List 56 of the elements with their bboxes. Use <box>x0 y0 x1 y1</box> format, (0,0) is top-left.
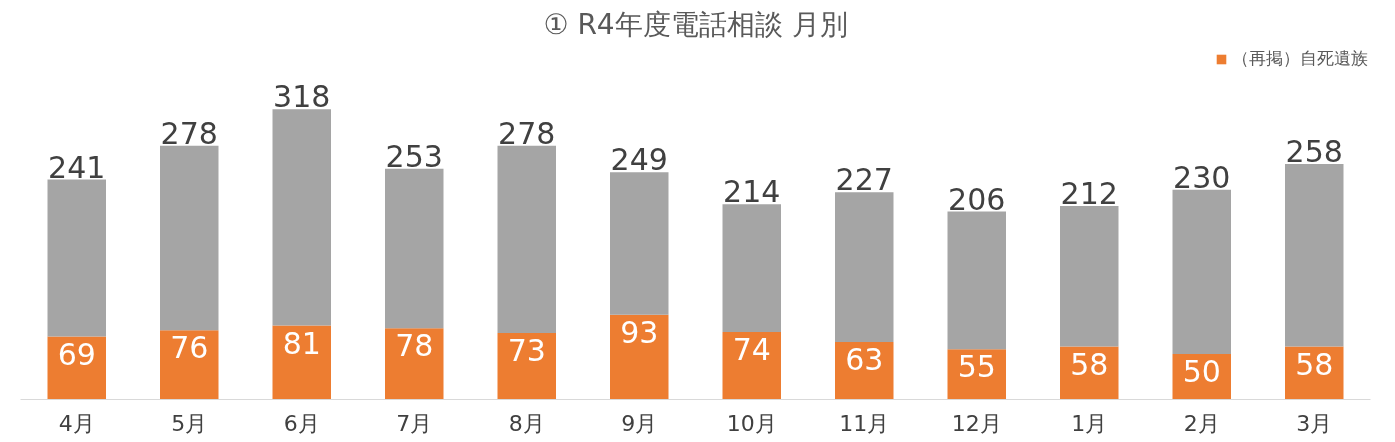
total-label: 278 <box>498 115 556 151</box>
bar <box>1060 206 1119 347</box>
total-label: 212 <box>1060 176 1118 212</box>
x-tick-label: 3月 <box>1296 410 1333 436</box>
bar <box>497 145 556 333</box>
x-tick-label: 11月 <box>839 410 890 436</box>
bar <box>610 172 669 315</box>
data-label: 81 <box>282 325 321 361</box>
bar <box>385 168 444 329</box>
total-label: 258 <box>1285 134 1343 170</box>
bar <box>610 314 669 400</box>
chart-title: ① R4年度電話相談 月別 <box>543 7 848 41</box>
bar <box>272 325 331 400</box>
total-label: 318 <box>273 79 331 115</box>
total-label: 241 <box>48 149 106 185</box>
x-tick-label: 8月 <box>508 410 545 436</box>
data-label: 69 <box>57 336 96 372</box>
bar <box>160 145 219 331</box>
data-label: 74 <box>732 331 771 367</box>
bar <box>160 330 219 400</box>
total-label: 249 <box>610 142 668 178</box>
bar <box>385 328 444 400</box>
x-tick-label: 9月 <box>621 410 658 436</box>
bar <box>1172 189 1231 354</box>
data-label: 93 <box>620 314 659 350</box>
data-label: 63 <box>845 342 884 378</box>
x-tick-label: 5月 <box>171 410 208 436</box>
bar <box>47 179 106 337</box>
bar <box>272 109 331 326</box>
data-label: 58 <box>1070 346 1109 382</box>
x-tick-label: 6月 <box>283 410 320 436</box>
bar <box>835 192 894 343</box>
x-tick-label: 2月 <box>1183 410 1220 436</box>
x-tick-label: 12月 <box>951 410 1002 436</box>
bar <box>722 204 781 332</box>
total-label: 214 <box>723 174 781 210</box>
total-label: 253 <box>385 138 443 174</box>
bar <box>497 332 556 400</box>
bar <box>722 331 781 400</box>
total-label: 230 <box>1173 159 1231 195</box>
x-tick-label: 7月 <box>396 410 433 436</box>
x-tick-label: 10月 <box>726 410 777 436</box>
data-label: 55 <box>957 349 996 385</box>
data-label: 73 <box>507 332 546 368</box>
legend-label: （再掲）自死遺族 <box>1232 47 1368 70</box>
bar <box>1285 164 1344 347</box>
data-label: 58 <box>1295 346 1334 382</box>
x-tick-label: 1月 <box>1071 410 1108 436</box>
bar <box>947 211 1006 350</box>
data-label: 78 <box>395 328 434 364</box>
data-label: 50 <box>1182 353 1221 389</box>
total-label: 206 <box>948 181 1006 217</box>
x-tick-label: 4月 <box>58 410 95 436</box>
data-label: 76 <box>170 330 209 366</box>
total-label: 278 <box>160 115 218 151</box>
total-label: 227 <box>835 162 893 198</box>
